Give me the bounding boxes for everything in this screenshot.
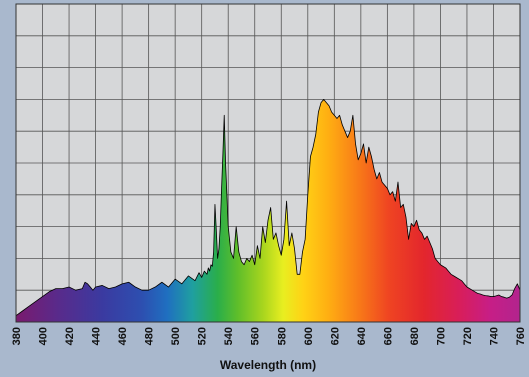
x-tick-label: 680 (409, 327, 421, 345)
x-axis-title: Wavelength (nm) (220, 358, 316, 372)
x-tick-label: 660 (382, 327, 394, 345)
x-tick-label: 580 (276, 327, 288, 345)
x-tick-labels: 380 400 420 440 460 480 500 520 540 560 580 600 620 6… (11, 327, 527, 345)
x-tick-label: 400 (38, 327, 50, 345)
plot-border (15, 3, 521, 323)
x-tick-label: 460 (117, 327, 129, 345)
x-tick-label: 700 (435, 327, 447, 345)
x-tick-label: 760 (515, 327, 527, 345)
x-tick-label: 720 (462, 327, 474, 345)
x-tick-label: 520 (197, 327, 209, 345)
x-tick-label: 440 (91, 327, 103, 345)
x-tick-label: 740 (488, 327, 500, 345)
x-tick-label: 480 (144, 327, 156, 345)
x-tick-label: 640 (356, 327, 368, 345)
x-tick-label: 600 (303, 327, 315, 345)
x-tick-label: 540 (223, 327, 235, 345)
x-tick-label: 500 (170, 327, 182, 345)
x-tick-label: 380 (11, 327, 23, 345)
x-tick-label: 560 (250, 327, 262, 345)
x-tick-label: 620 (329, 327, 341, 345)
x-tick-label: 420 (64, 327, 76, 345)
spectrum-area (15, 99, 521, 323)
